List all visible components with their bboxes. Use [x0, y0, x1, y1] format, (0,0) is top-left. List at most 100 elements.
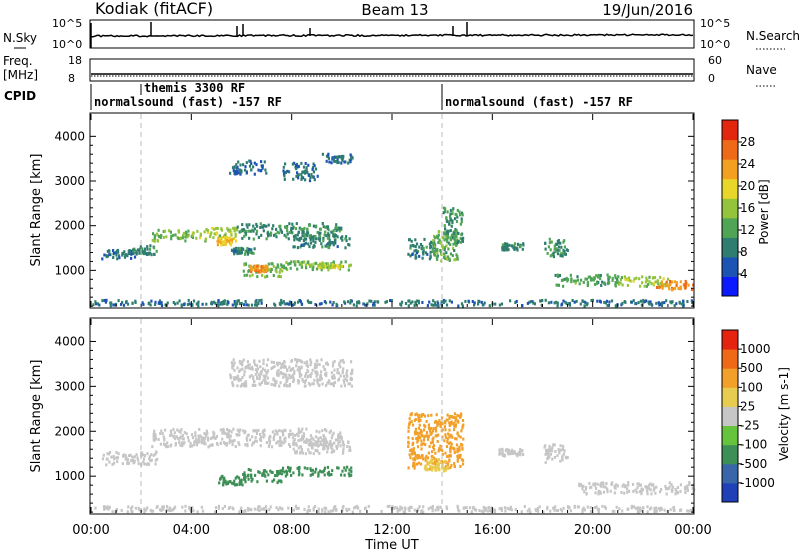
- scatter-cell: [339, 444, 342, 448]
- scatter-cell: [304, 384, 307, 388]
- scatter-cell: [408, 423, 411, 426]
- colorbar-segment: [722, 425, 738, 446]
- scatter-cell: [290, 359, 294, 362]
- scatter-cell: [444, 299, 447, 303]
- scatter-cell: [462, 437, 465, 441]
- scatter-cell: [304, 178, 307, 182]
- scatter-cell: [593, 282, 597, 286]
- scatter-cell: [501, 448, 504, 452]
- scatter-cell: [464, 299, 467, 303]
- scatter-cell: [263, 428, 266, 432]
- scatter-cell: [420, 434, 423, 437]
- scatter-cell: [395, 506, 398, 510]
- scatter-cell: [655, 286, 659, 289]
- scatter-cell: [284, 382, 287, 386]
- scatter-cell: [691, 300, 694, 304]
- scatter-cell: [461, 419, 465, 422]
- scatter-cell: [309, 443, 312, 447]
- scatter-cell: [243, 474, 247, 478]
- scatter-cell: [410, 448, 413, 452]
- scatter-cell: [446, 440, 449, 444]
- scatter-cell: [155, 249, 158, 253]
- scatter-cell: [454, 416, 457, 420]
- scatter-cell: [549, 248, 552, 252]
- scatter-cell: [278, 384, 281, 388]
- scatter-cell: [199, 236, 202, 240]
- scatter-cell: [130, 252, 133, 256]
- scatter-cell: [294, 504, 297, 508]
- scatter-cell: [302, 434, 306, 438]
- scatter-cell: [317, 384, 320, 388]
- scatter-cell: [169, 230, 172, 234]
- scatter-cell: [98, 303, 101, 307]
- scatter-cell: [306, 171, 309, 175]
- scatter-cell: [194, 440, 197, 443]
- scatter-cell: [244, 252, 247, 256]
- scatter-cell: [233, 439, 236, 442]
- scatter-cell: [652, 483, 655, 487]
- scatter-cell: [286, 369, 289, 373]
- scatter-cell: [548, 455, 551, 459]
- scatter-cell: [226, 302, 229, 306]
- scatter-cell: [223, 504, 226, 508]
- scatter-cell: [460, 220, 463, 224]
- scatter-cell: [650, 506, 653, 510]
- scatter-cell: [232, 250, 235, 253]
- scatter-cell: [219, 477, 222, 481]
- scatter-cell: [102, 505, 105, 509]
- scatter-cell: [322, 262, 325, 266]
- scatter-cell: [158, 235, 161, 238]
- scatter-cell: [655, 301, 658, 305]
- scatter-cell: [283, 383, 286, 387]
- scatter-cell: [461, 462, 465, 466]
- scatter-cell: [686, 488, 689, 492]
- scatter-cell: [280, 298, 283, 302]
- scatter-cell: [256, 480, 259, 484]
- scatter-cell: [431, 450, 434, 454]
- scatter-cell: [423, 435, 426, 439]
- scatter-cell: [446, 255, 450, 259]
- scatter-cell: [421, 244, 424, 248]
- scatter-cell: [451, 235, 455, 239]
- scatter-cell: [490, 506, 493, 510]
- scatter-cell: [396, 509, 399, 513]
- scatter-cell: [244, 480, 247, 484]
- scatter-cell: [283, 428, 286, 432]
- y-tick-label: 3000: [54, 379, 85, 393]
- scatter-cell: [233, 165, 236, 169]
- scatter-cell: [262, 225, 265, 229]
- scatter-cell: [142, 457, 146, 461]
- scatter-cell: [448, 220, 451, 224]
- scatter-cell: [94, 506, 97, 510]
- scatter-cell: [155, 232, 158, 236]
- scatter-cell: [134, 301, 137, 304]
- scatter-cell: [513, 242, 517, 246]
- scatter-cell: [459, 415, 462, 419]
- scatter-cell: [291, 226, 294, 230]
- scatter-cell: [288, 468, 291, 472]
- scatter-cell: [653, 276, 657, 280]
- scatter-cell: [448, 416, 451, 420]
- scatter-cell: [560, 245, 563, 249]
- scatter-cell: [308, 223, 311, 227]
- scatter-cell: [241, 367, 244, 371]
- scatter-cell: [554, 505, 557, 509]
- scatter-cell: [241, 247, 244, 251]
- scatter-cell: [312, 235, 316, 239]
- scatter-cell: [214, 232, 217, 236]
- scatter-cell: [276, 474, 279, 477]
- scatter-cell: [126, 462, 129, 466]
- scatter-cell: [416, 440, 419, 444]
- scatter-cell: [646, 505, 649, 509]
- colorbar-segment: [722, 330, 738, 350]
- scatter-cell: [621, 484, 624, 488]
- scatter-cell: [284, 474, 287, 478]
- scatter-cell: [322, 444, 326, 448]
- scatter-cell: [563, 449, 566, 453]
- scatter-cell: [641, 281, 644, 285]
- scatter-cell: [253, 161, 256, 165]
- scatter-cell: [239, 362, 242, 366]
- scatter-cell: [245, 161, 248, 165]
- scatter-cell: [256, 264, 259, 268]
